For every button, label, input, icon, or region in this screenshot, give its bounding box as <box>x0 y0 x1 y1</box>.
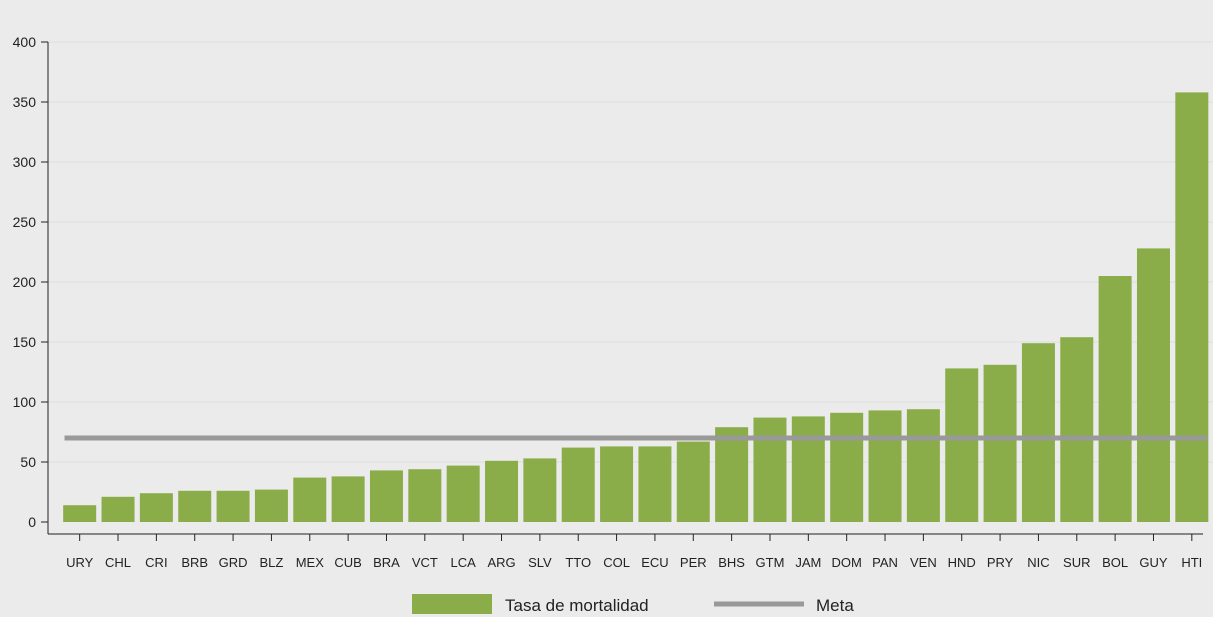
x-tick-label-vct: VCT <box>412 555 438 570</box>
x-tick-label-gtm: GTM <box>756 555 785 570</box>
bar-brb <box>178 490 212 522</box>
x-tick-label-pan: PAN <box>872 555 898 570</box>
x-tick-label-ury: URY <box>66 555 94 570</box>
x-tick-label-bra: BRA <box>373 555 400 570</box>
x-tick-label-pry: PRY <box>987 555 1014 570</box>
y-tick-label: 300 <box>13 154 37 170</box>
x-tick-label-chl: CHL <box>105 555 131 570</box>
bar-cri <box>139 493 173 522</box>
legend-swatch-mortality <box>412 594 492 614</box>
y-tick-label: 250 <box>13 214 37 230</box>
x-tick-label-grd: GRD <box>219 555 248 570</box>
bar-dom <box>830 412 864 522</box>
bars <box>63 92 1209 523</box>
x-tick-label-arg: ARG <box>487 555 515 570</box>
bar-vct <box>408 469 442 522</box>
x-tick-label-dom: DOM <box>832 555 862 570</box>
x-tick-label-bhs: BHS <box>718 555 745 570</box>
bar-bol <box>1098 276 1132 522</box>
x-tick-label-cri: CRI <box>145 555 167 570</box>
y-tick-label: 150 <box>13 334 37 350</box>
x-tick-label-bol: BOL <box>1102 555 1128 570</box>
bar-lca <box>446 465 480 522</box>
x-tick-label-mex: MEX <box>296 555 325 570</box>
bar-chl <box>101 496 135 522</box>
y-tick-label: 200 <box>13 274 37 290</box>
bar-guy <box>1136 248 1170 522</box>
y-tick-label: 0 <box>28 514 36 530</box>
bar-mex <box>293 477 327 522</box>
bar-bhs <box>715 427 749 522</box>
bar-hnd <box>945 368 979 522</box>
x-tick-label-jam: JAM <box>795 555 821 570</box>
x-tick-label-ecu: ECU <box>641 555 668 570</box>
x-tick-label-hnd: HND <box>948 555 976 570</box>
x-tick-label-guy: GUY <box>1139 555 1168 570</box>
legend: Tasa de mortalidad Meta <box>412 594 854 615</box>
x-tick-label-nic: NIC <box>1027 555 1049 570</box>
bar-cub <box>331 476 365 522</box>
bar-pan <box>868 410 902 522</box>
axes: 0 50 100 150 200 250 300 350 400 URY CHL CRI BRB GRD B… <box>13 34 1203 570</box>
bar-tto <box>561 447 595 522</box>
x-tick-label-sur: SUR <box>1063 555 1090 570</box>
x-tick-label-col: COL <box>603 555 630 570</box>
legend-label-mortality: Tasa de mortalidad <box>505 596 649 615</box>
x-tick-label-blz: BLZ <box>260 555 284 570</box>
bar-ecu <box>638 446 672 522</box>
bar-pry <box>983 364 1017 522</box>
y-tick-label: 400 <box>13 34 37 50</box>
bar-arg <box>485 460 519 522</box>
x-tick-label-ven: VEN <box>910 555 937 570</box>
bar-col <box>600 446 634 522</box>
bar-sur <box>1060 337 1094 522</box>
x-tick-label-cub: CUB <box>334 555 361 570</box>
bar-ven <box>906 409 940 522</box>
bar-grd <box>216 490 250 522</box>
bar-bra <box>369 470 403 522</box>
bar-slv <box>523 458 557 522</box>
x-tick-label-lca: LCA <box>451 555 477 570</box>
y-tick-label: 50 <box>20 454 36 470</box>
x-tick-label-tto: TTO <box>565 555 591 570</box>
x-tick-label-brb: BRB <box>181 555 208 570</box>
x-tick-label-per: PER <box>680 555 707 570</box>
bar-jam <box>791 416 825 522</box>
bar-nic <box>1021 343 1055 522</box>
x-tick-label-hti: HTI <box>1181 555 1202 570</box>
bar-blz <box>254 489 288 522</box>
legend-label-meta: Meta <box>816 596 854 615</box>
bar-ury <box>63 505 97 522</box>
gridlines <box>48 41 1213 463</box>
bar-gtm <box>753 417 787 522</box>
bar-hti <box>1175 92 1209 523</box>
x-tick-label-slv: SLV <box>528 555 552 570</box>
bar-per <box>676 441 710 522</box>
y-tick-label: 350 <box>13 94 37 110</box>
y-tick-label: 100 <box>13 394 37 410</box>
